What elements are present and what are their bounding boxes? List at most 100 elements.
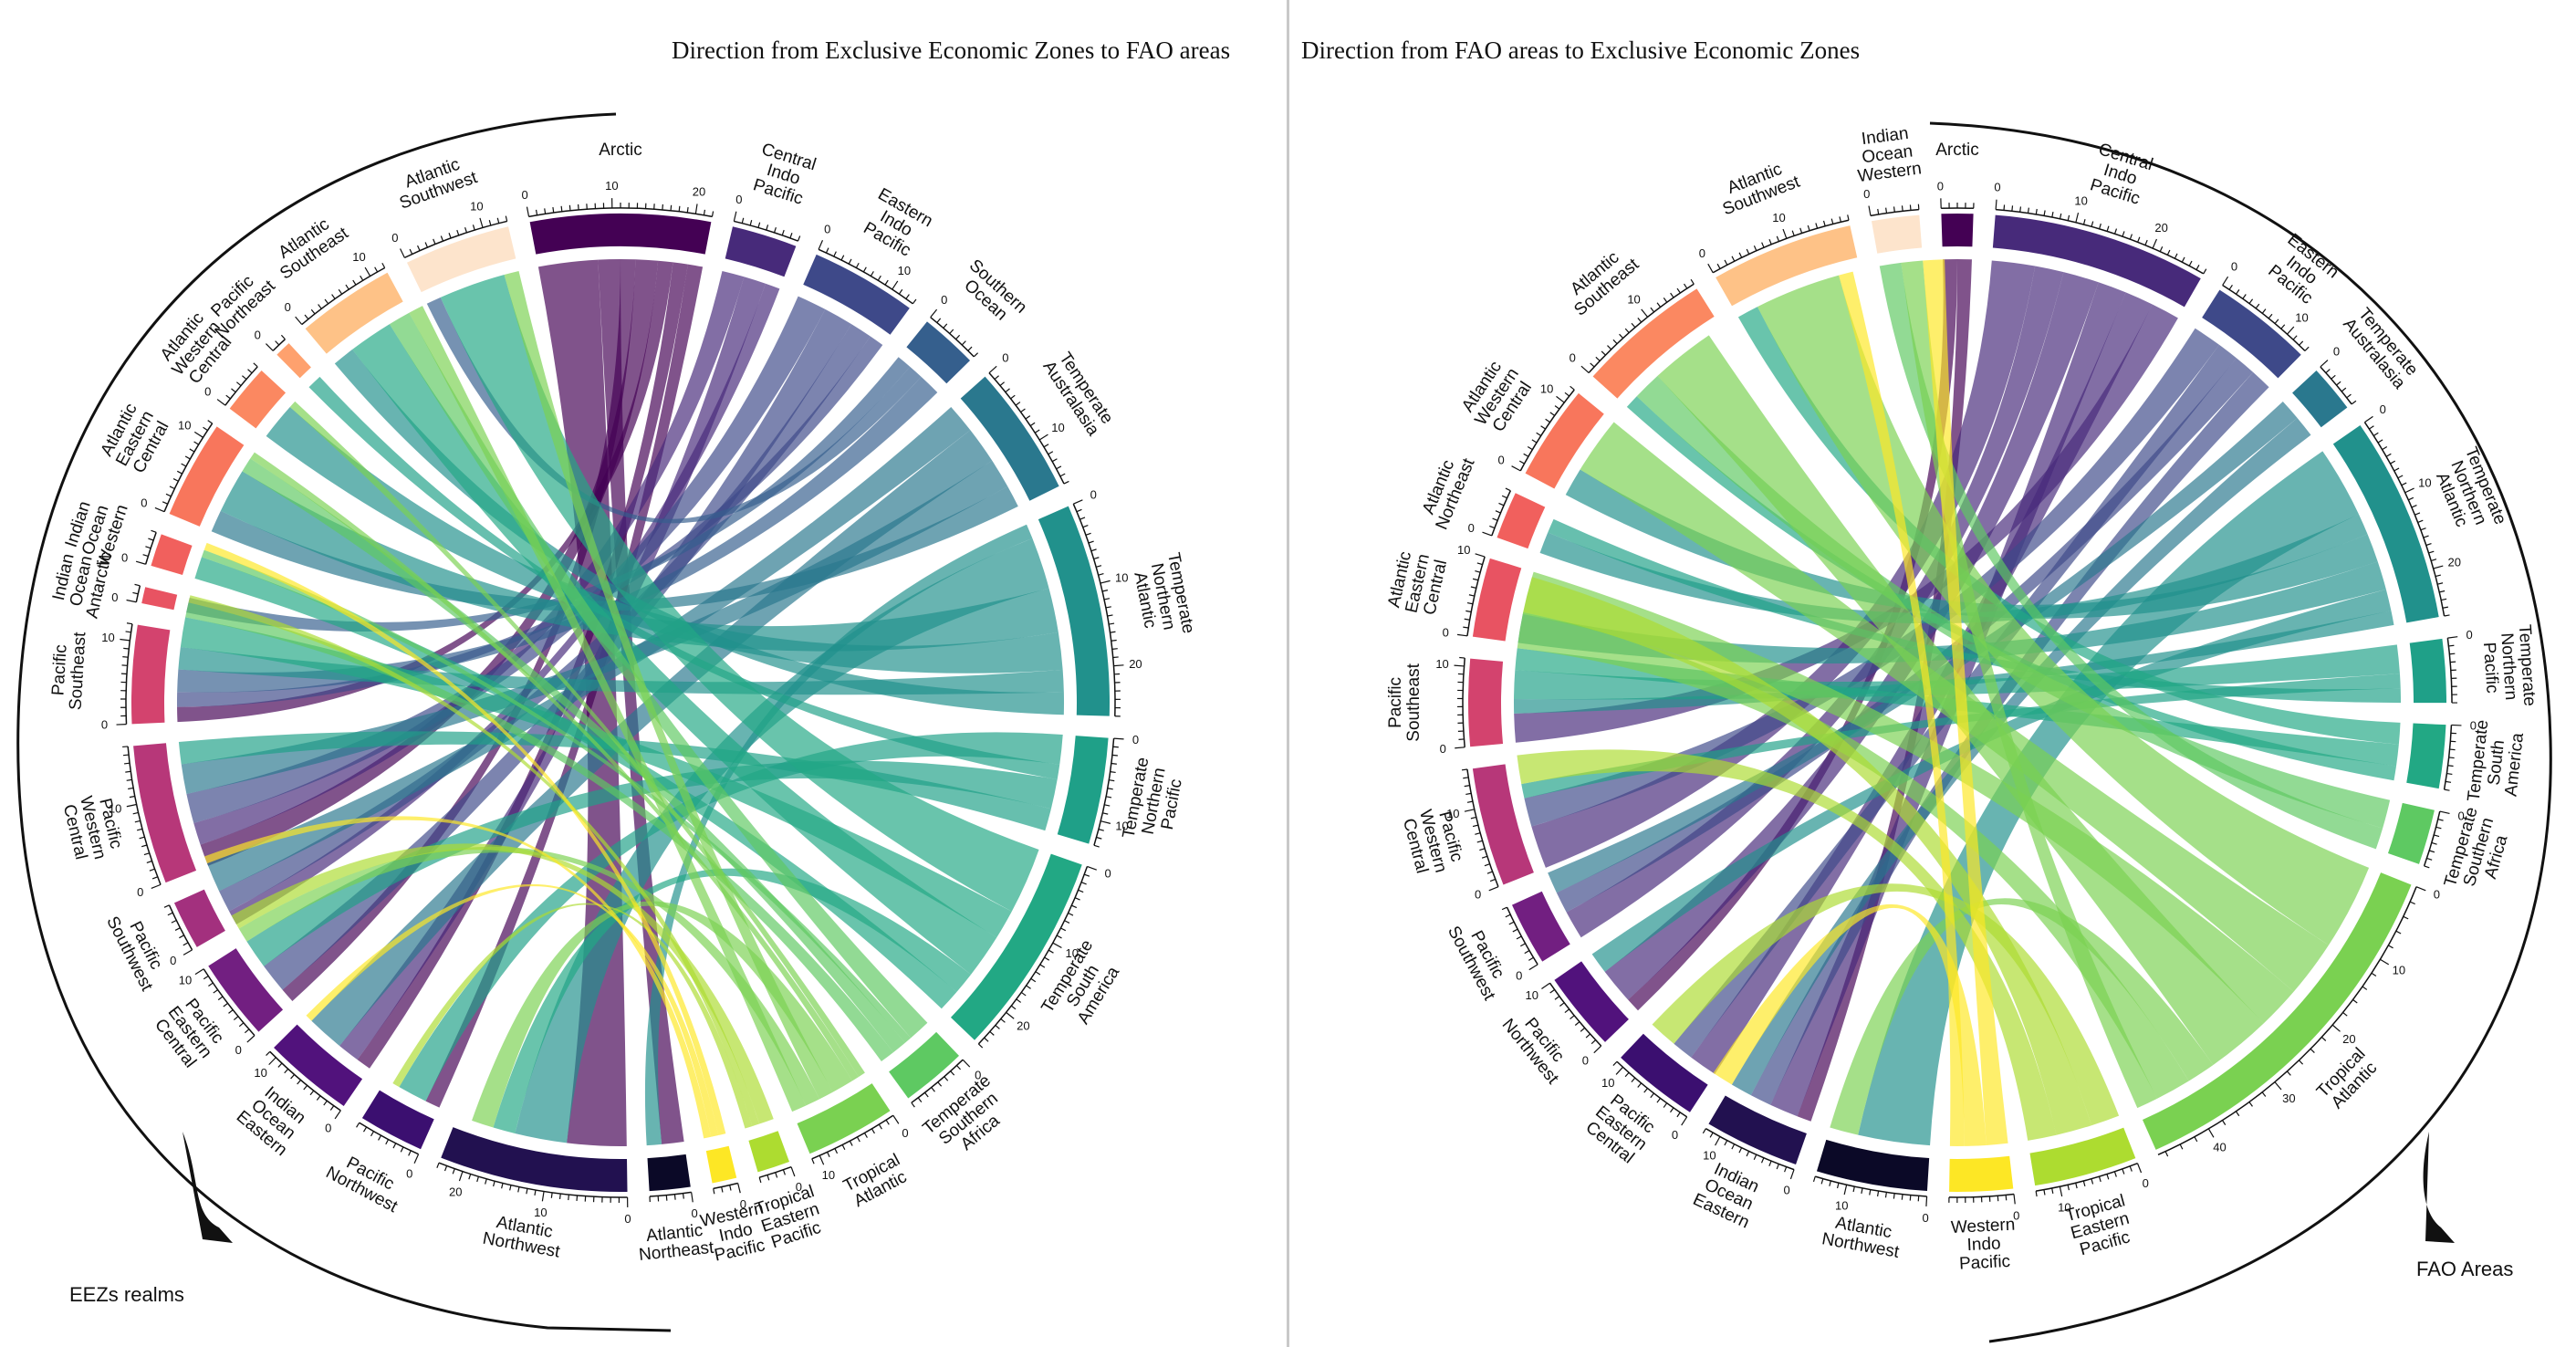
tick-mark	[2431, 559, 2437, 562]
tick-mark	[378, 1134, 382, 1141]
tick-mark	[1782, 228, 1788, 239]
tick-label: 0	[1497, 454, 1504, 467]
tick-mark	[1676, 287, 1681, 294]
segment-arc-tropical-eastern-pacific	[748, 1131, 790, 1173]
tick-mark	[737, 1183, 741, 1194]
chord-link-temperate-northern-atlantic-to-pacific-southeast	[1514, 611, 2394, 714]
tick-mark	[1524, 950, 1530, 955]
tick-mark	[1476, 840, 1483, 843]
tick-mark	[253, 362, 258, 368]
tick-label: 0	[2231, 259, 2237, 273]
tick-mark	[1090, 548, 1097, 552]
tick-mark	[1463, 626, 1469, 629]
chord-link-temperate-south-america-to-pacific-southeast	[180, 617, 1012, 938]
segment-pacific-southeast: 0 10 PacificSoutheast	[48, 622, 171, 732]
tick-mark	[1852, 1186, 1855, 1193]
tick-mark	[324, 298, 329, 305]
tick-mark	[1784, 1166, 1788, 1173]
tick-label: 0	[391, 231, 398, 245]
tick-mark	[758, 1177, 762, 1184]
tick-label: 0	[325, 1122, 331, 1135]
tick-mark	[1885, 207, 1888, 214]
tick-label: 0	[170, 954, 176, 967]
tick-mark	[967, 346, 973, 351]
tick-mark	[1466, 800, 1474, 803]
tick-mark	[1113, 664, 1124, 667]
tick-mark	[151, 883, 162, 889]
tick-mark	[930, 308, 938, 318]
tick-mark	[2401, 482, 2407, 486]
tick-mark	[1482, 531, 1493, 537]
tick-mark	[1096, 836, 1102, 840]
tick-mark	[1492, 517, 1498, 521]
segment-arc-eastern-indo-pacific	[2202, 289, 2301, 379]
tick-mark	[228, 1009, 234, 1014]
tick-mark	[943, 323, 948, 329]
tick-mark	[2268, 313, 2273, 319]
tick-mark	[989, 1030, 995, 1036]
tick-label: 0	[1994, 181, 2000, 194]
tick-mark	[995, 1025, 1000, 1029]
tick-mark	[493, 1181, 495, 1187]
tick-mark	[2346, 393, 2352, 399]
right-panel-title: Direction from FAO areas to Exclusive Ec…	[1301, 37, 1861, 64]
tick-mark	[2113, 1171, 2117, 1177]
tick-mark	[1100, 580, 1111, 584]
tick-mark	[456, 229, 460, 235]
tick-mark	[665, 1195, 668, 1201]
tick-mark	[956, 1065, 961, 1070]
tick-label: 0	[204, 385, 211, 399]
chord-link-tropical-atlantic-to-atlantic-southwest	[1757, 275, 2370, 945]
tick-mark	[2274, 318, 2279, 324]
tick-label: 0	[1468, 521, 1475, 535]
tick-mark	[2280, 324, 2286, 329]
segment-arc-atlantic-eastern-central	[169, 426, 245, 527]
tick-mark	[2013, 1194, 2016, 1205]
tick-mark	[749, 220, 753, 226]
tick-label: 0	[1784, 1183, 1790, 1196]
tick-mark	[1110, 771, 1116, 774]
segment-central-indo-pacific: 0 10 20 CentralIndoPacific	[1992, 140, 2207, 308]
tick-label: 0	[624, 1212, 631, 1226]
tick-mark	[1107, 614, 1113, 617]
tick-mark	[2447, 636, 2458, 639]
tick-mark	[917, 1097, 923, 1102]
tick-mark	[2043, 1189, 2046, 1196]
tick-mark	[329, 1105, 335, 1111]
segment-label-pacific-southeast: PacificSoutheast	[48, 630, 90, 711]
segment-axis-pacific-western-central	[127, 746, 162, 885]
tick-mark	[244, 1029, 250, 1034]
tick-label: 10	[1115, 819, 1128, 832]
segment-axis-atlantic-southeast	[1588, 283, 1695, 374]
tick-mark	[1025, 415, 1031, 420]
segment-axis-central-indo-pacific	[1996, 208, 2205, 275]
tick-mark	[1059, 473, 1066, 477]
tick-mark	[2051, 1187, 2054, 1194]
tick-mark	[1026, 985, 1031, 989]
tick-mark	[2442, 606, 2448, 609]
tick-mark	[931, 1087, 935, 1092]
tick-mark	[2099, 223, 2101, 229]
tick-label: 30	[2282, 1091, 2295, 1105]
tick-mark	[2106, 225, 2110, 232]
tick-mark	[1807, 224, 1810, 231]
segment-label-pacific-eastern-central: PacificEasternCentral	[1580, 1088, 1662, 1168]
tick-mark	[1619, 333, 1624, 339]
tick-mark	[208, 982, 214, 987]
segment-axis-atlantic-eastern-central	[1466, 556, 1486, 636]
chord-link-tropical-atlantic-to-atlantic-southeast	[409, 306, 807, 1112]
chord-link-tropical-atlantic-to-pacific-eastern-central	[238, 846, 820, 1106]
tick-mark	[950, 1070, 955, 1076]
tick-mark	[448, 233, 452, 239]
chord-link-temperate-australasia-to-pacific-western-central	[181, 460, 1008, 794]
chord-link-central-indo-pacific-to-pacific-northwest	[1604, 272, 2099, 1000]
chord-links	[176, 259, 1064, 1146]
tick-mark	[1670, 1107, 1674, 1113]
tick-mark	[352, 279, 357, 286]
segment-axis-indian-ocean-eastern	[269, 1050, 341, 1112]
tick-mark	[165, 493, 172, 497]
tick-mark	[216, 399, 226, 406]
